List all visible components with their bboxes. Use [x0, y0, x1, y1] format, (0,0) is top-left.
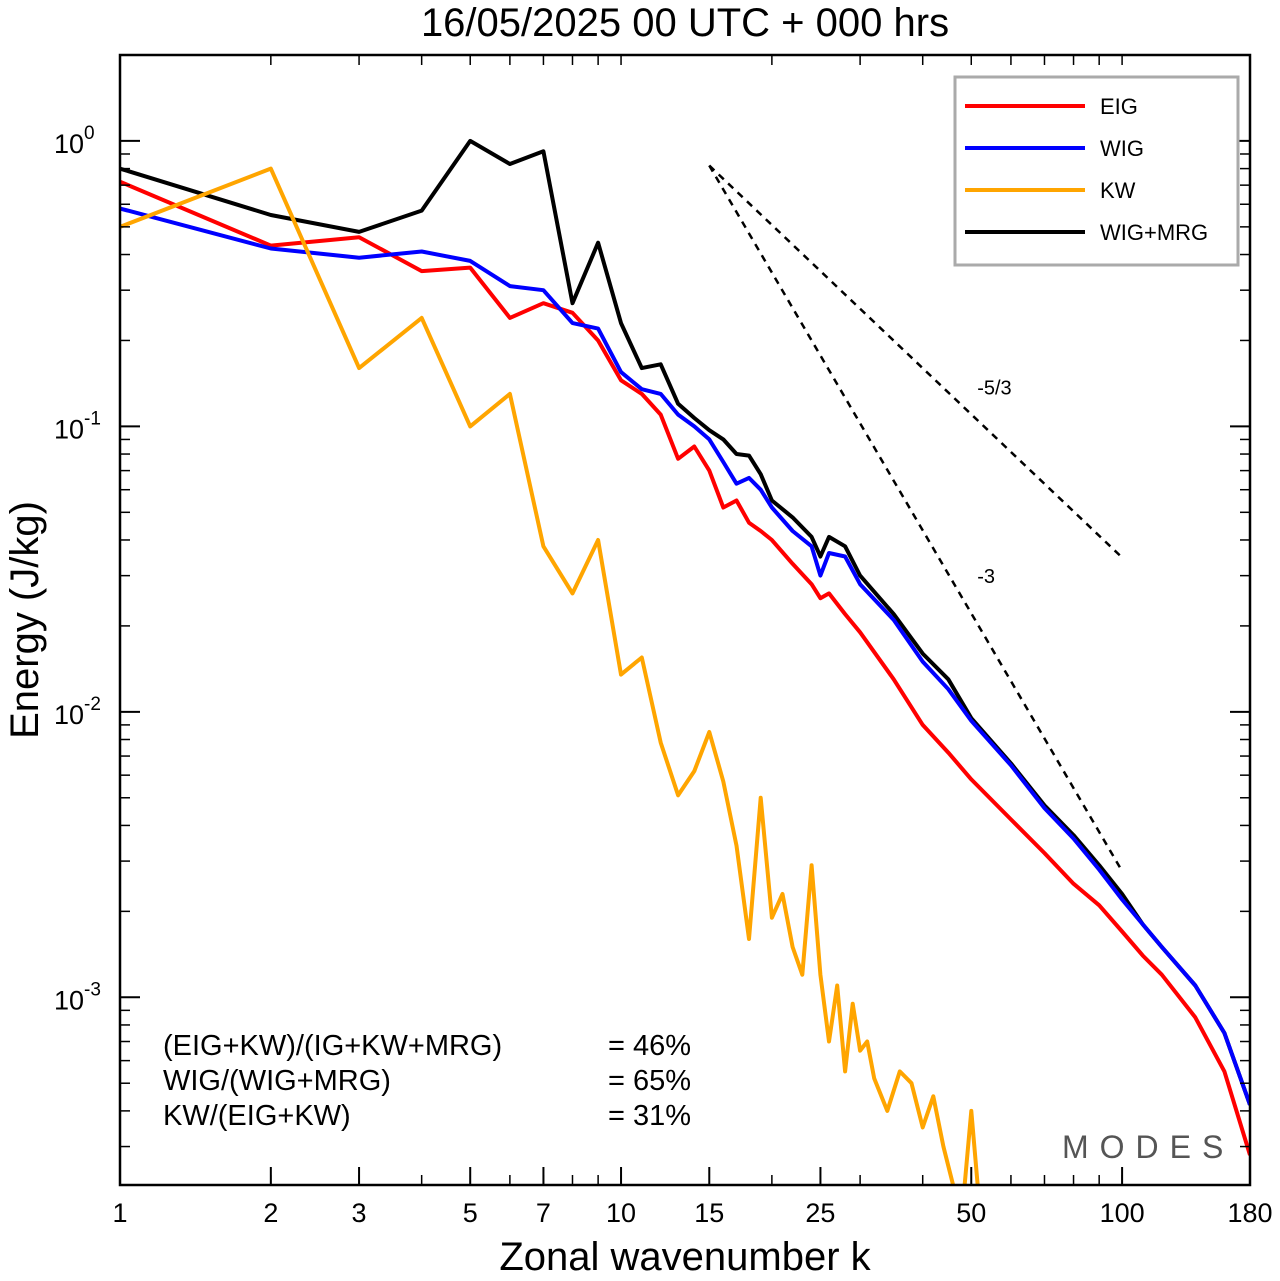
x-axis-ticks: 1 2 3 5 7 10 15 25 50 100 180	[112, 55, 1273, 1228]
y-tick-label: 10-2	[54, 694, 101, 730]
y-tick-label: 100	[54, 123, 95, 159]
series-line-wig	[120, 206, 1250, 1106]
x-tick-label: 100	[1100, 1198, 1145, 1228]
plot-frame	[118, 53, 1252, 1187]
ratio-label: KW/(EIG+KW)	[163, 1100, 351, 1132]
slope-label: -3	[977, 566, 995, 588]
x-tick-label: 1	[112, 1198, 127, 1228]
legend-label: EIG	[1100, 94, 1138, 119]
legend-label: WIG+MRG	[1100, 220, 1208, 245]
reference-slopes: -5/3 -3	[708, 164, 1124, 872]
legend: EIG WIG KW WIG+MRG	[953, 75, 1240, 267]
x-tick-label: 5	[463, 1198, 478, 1228]
modes-watermark: MODES	[1062, 1129, 1234, 1165]
ratio-value: = 31%	[608, 1100, 691, 1132]
x-tick-label: 10	[606, 1198, 636, 1228]
slope-label: -5/3	[977, 378, 1011, 400]
ratio-annotations: (EIG+KW)/(IG+KW+MRG) = 46% WIG/(WIG+MRG) = …	[163, 1030, 691, 1132]
legend-label: WIG	[1100, 136, 1144, 161]
chart-title: 16/05/2025 00 UTC + 000 hrs	[421, 1, 949, 45]
y-tick-label: 10-1	[54, 408, 101, 444]
y-tick-label: 10-3	[54, 979, 101, 1015]
x-tick-label: 2	[263, 1198, 278, 1228]
slope-line-minus-5-3	[708, 164, 1123, 559]
slope-line-minus-3	[708, 164, 1124, 872]
y-axis-ticks: 100 10-1 10-2 10-3	[54, 54, 1250, 1148]
x-tick-label: 25	[805, 1198, 835, 1228]
x-tick-label: 7	[536, 1198, 551, 1228]
legend-label: KW	[1100, 178, 1136, 203]
series-layer	[120, 138, 1250, 1185]
ratio-label: (EIG+KW)/(IG+KW+MRG)	[163, 1030, 502, 1062]
ratio-label: WIG/(WIG+MRG)	[163, 1065, 391, 1097]
series-line-wig-mrg	[120, 138, 1250, 1106]
x-axis-title: Zonal wavenumber k	[499, 1235, 871, 1279]
x-tick-label: 3	[352, 1198, 367, 1228]
ratio-value: = 46%	[608, 1030, 691, 1062]
x-tick-label: 180	[1227, 1198, 1272, 1228]
x-tick-label: 50	[956, 1198, 986, 1228]
y-axis-title: Energy (J/kg)	[3, 501, 47, 739]
series-line-eig	[120, 179, 1250, 1156]
series-line-kw	[120, 166, 988, 1185]
x-tick-label: 15	[694, 1198, 724, 1228]
ratio-value: = 65%	[608, 1065, 691, 1097]
